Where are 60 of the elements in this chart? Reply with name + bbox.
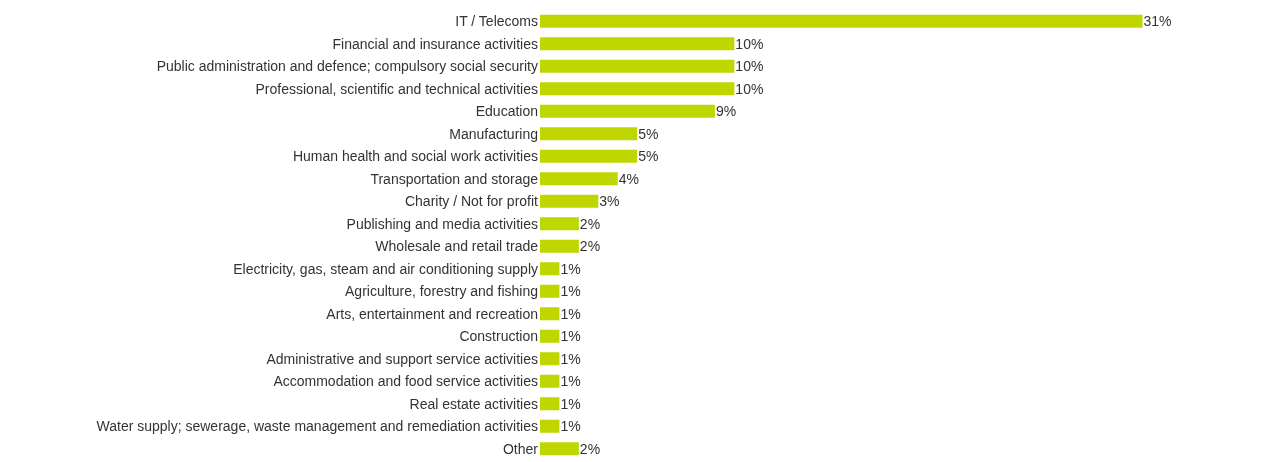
data-label: 1% (560, 418, 581, 435)
bar (540, 217, 579, 231)
data-label: 1% (560, 395, 581, 412)
data-label: 1% (560, 328, 581, 345)
y-tick-label: Real estate activities (409, 395, 538, 412)
bar (540, 194, 599, 208)
bar (540, 397, 560, 411)
y-tick-label: Electricity, gas, steam and air conditioning supply (233, 260, 538, 277)
y-tick-label: Construction (459, 328, 538, 345)
bar (540, 37, 735, 51)
data-label: 1% (560, 260, 581, 277)
bar (540, 442, 579, 456)
y-tick-label: Publishing and media activities (346, 215, 538, 232)
y-tick-label: Administrative and support service activities (266, 350, 538, 367)
data-label: 2% (579, 440, 601, 457)
y-tick-label: Financial and insurance activities (332, 35, 538, 52)
data-label: 31% (1143, 13, 1172, 30)
y-tick-label: Education (475, 103, 538, 120)
y-tick-label: Agriculture, forestry and fishing (345, 283, 538, 300)
data-label: 2% (579, 215, 601, 232)
bar (540, 352, 560, 366)
bar (540, 307, 560, 321)
y-tick-label: Water supply; sewerage, waste management and remediation activities (96, 418, 538, 435)
bar (540, 419, 560, 433)
data-label: 5% (638, 125, 659, 142)
bar (540, 239, 579, 253)
data-label: 1% (560, 283, 581, 300)
data-label: 10% (735, 80, 764, 97)
bar (540, 374, 560, 388)
bar (540, 14, 1143, 28)
y-tick-label: Wholesale and retail trade (375, 238, 539, 255)
data-label: 1% (560, 305, 581, 322)
bar (540, 59, 735, 73)
data-label: 1% (560, 373, 581, 390)
y-tick-label: Transportation and storage (370, 170, 539, 187)
data-label: 4% (618, 170, 639, 187)
data-label: 3% (599, 193, 620, 210)
data-label: 1% (560, 350, 581, 367)
data-label: 10% (735, 35, 764, 52)
bar (540, 284, 560, 298)
y-tick-label: Human health and social work activities (292, 148, 538, 165)
data-label: 10% (735, 58, 764, 75)
data-label: 9% (715, 103, 737, 120)
y-tick-label: Public administration and defence; compulsory social security (156, 58, 538, 75)
data-label: 2% (579, 238, 601, 255)
bar (540, 82, 735, 96)
y-tick-label: Other (502, 440, 539, 457)
bar (540, 262, 560, 276)
bar (540, 172, 618, 186)
bar (540, 127, 638, 141)
y-tick-label: Arts, entertainment and recreation (326, 305, 538, 322)
bar (540, 149, 638, 163)
bar (540, 329, 560, 343)
y-tick-label: Professional, scientific and technical activities (255, 80, 538, 97)
bar (540, 104, 715, 118)
y-tick-label: Accommodation and food service activities (273, 373, 538, 390)
y-tick-label: Manufacturing (449, 125, 538, 142)
y-tick-label: Charity / Not for profit (404, 193, 539, 210)
y-tick-label: IT / Telecoms (455, 13, 538, 30)
data-label: 5% (638, 148, 659, 165)
